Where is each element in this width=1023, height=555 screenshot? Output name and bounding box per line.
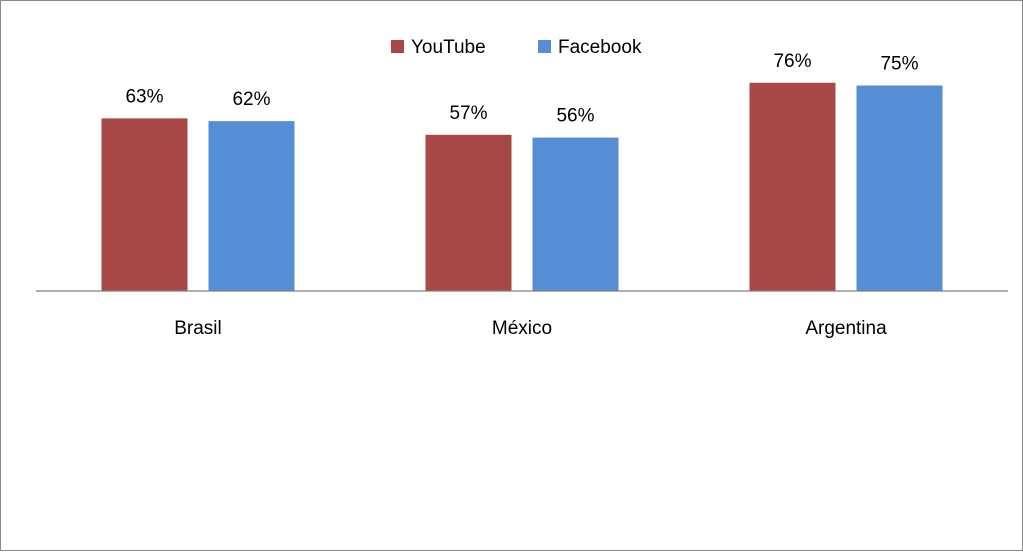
data-labels-group: 63% 62% 57% 56% 76% 75%	[125, 51, 918, 127]
bar-facebook-mexico	[532, 137, 619, 291]
bars-group	[101, 82, 943, 292]
legend-label-youtube: YouTube	[411, 37, 486, 58]
category-label-argentina: Argentina	[805, 318, 887, 339]
category-label-mexico: México	[492, 318, 552, 339]
data-label-facebook-mexico: 56%	[556, 106, 594, 127]
bar-youtube-mexico	[425, 134, 512, 291]
bar-facebook-argentina	[856, 85, 943, 291]
data-label-youtube-brasil: 63%	[125, 86, 163, 107]
data-label-facebook-brasil: 62%	[232, 89, 270, 110]
bar-youtube-argentina	[749, 82, 836, 291]
category-labels-group: Brasil México Argentina	[174, 318, 887, 339]
data-label-youtube-argentina: 76%	[773, 51, 811, 72]
legend: YouTube Facebook	[391, 37, 642, 58]
legend-swatch-facebook	[538, 40, 551, 53]
legend-swatch-youtube	[391, 40, 404, 53]
bar-youtube-brasil	[101, 118, 188, 291]
category-label-brasil: Brasil	[174, 318, 222, 339]
data-label-youtube-mexico: 57%	[449, 103, 487, 124]
data-label-facebook-argentina: 75%	[880, 54, 918, 75]
legend-label-facebook: Facebook	[558, 37, 642, 58]
bar-facebook-brasil	[208, 121, 295, 292]
